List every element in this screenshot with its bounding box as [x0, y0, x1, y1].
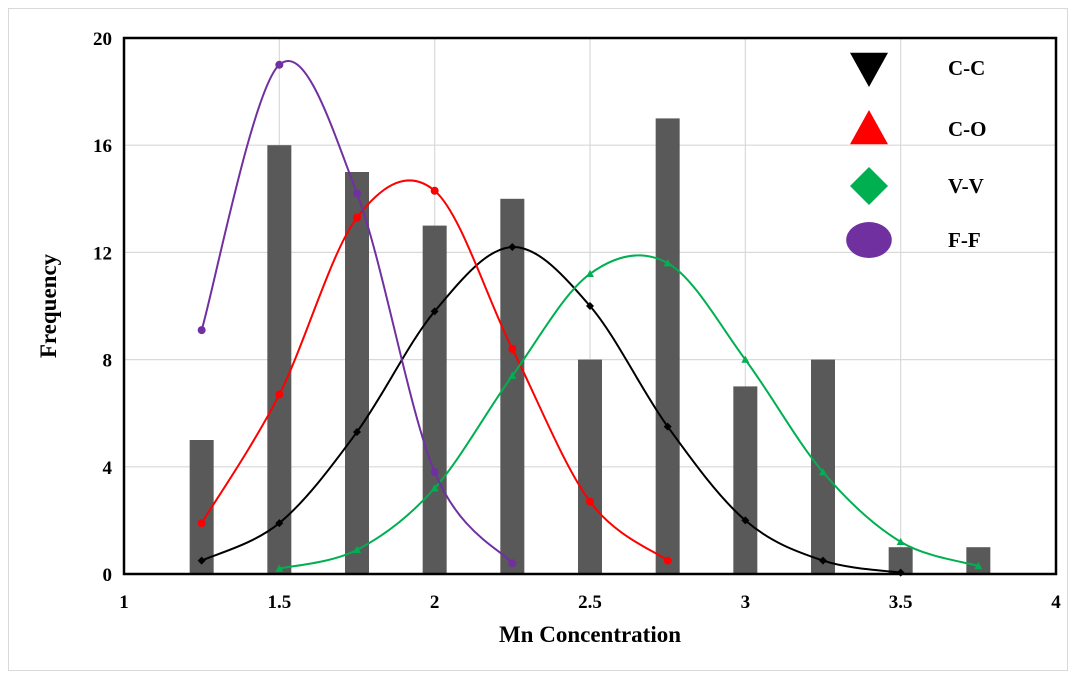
x-tick-label: 4	[1051, 592, 1061, 613]
plot-area-border	[122, 36, 1058, 576]
y-tick-label: 4	[103, 458, 113, 479]
data-point-c-c	[275, 519, 284, 528]
data-point-v-v	[741, 355, 750, 363]
data-point-c-o	[586, 497, 594, 506]
frequency-bar	[966, 547, 991, 574]
data-point-f-f	[430, 468, 439, 477]
data-point-v-v	[896, 537, 905, 546]
frequency-bar	[811, 359, 835, 574]
data-point-f-f	[508, 559, 517, 568]
bars	[189, 118, 991, 575]
data-point-c-c	[197, 556, 206, 565]
legend-label-f-f: F-F	[948, 228, 981, 252]
frequency-bar	[733, 386, 758, 574]
x-tick-label: 2	[430, 592, 440, 613]
y-axis-label: Frequency	[36, 253, 61, 358]
frequency-bar	[189, 440, 214, 574]
data-point-v-v	[353, 545, 361, 554]
x-tick-label: 3.5	[889, 592, 913, 613]
legend-marker-c-o	[850, 110, 888, 145]
data-point-c-c	[508, 243, 517, 252]
series-line-c-c	[201, 246, 901, 574]
legend-label-c-o: C-O	[948, 117, 987, 141]
tick-labels: 0 4 8 12 16 20 1 1.5 2 2.5 3 3.5 4	[93, 29, 1061, 613]
frequency-bar	[578, 359, 602, 574]
data-point-v-v	[663, 259, 672, 267]
x-tick-label: 3	[741, 592, 751, 613]
series-line-v-v	[279, 254, 979, 570]
frequency-bar	[267, 145, 292, 574]
y-tick-label: 16	[93, 136, 112, 157]
frequency-bar	[655, 118, 680, 575]
y-tick-label: 8	[103, 351, 113, 372]
y-tick-label: 20	[93, 29, 112, 50]
frequency-bar	[345, 172, 369, 574]
data-point-c-o	[430, 186, 439, 195]
data-point-v-v	[275, 564, 284, 572]
data-point-v-v	[819, 468, 827, 476]
data-point-c-c	[819, 556, 827, 565]
data-point-c-c	[586, 302, 594, 310]
data-point-c-c	[663, 422, 672, 431]
data-point-f-f	[197, 326, 206, 335]
data-point-c-o	[275, 390, 284, 399]
data-point-v-v	[508, 371, 517, 379]
legend-marker-c-c	[850, 52, 888, 87]
series-lines	[197, 60, 983, 577]
legend-marker-v-v	[850, 167, 888, 205]
data-point-c-o	[353, 213, 361, 222]
x-tick-label: 2.5	[578, 592, 602, 613]
x-axis-label: Mn Concentration	[499, 622, 681, 647]
data-point-c-o	[197, 519, 206, 528]
data-point-v-v	[974, 561, 983, 570]
data-point-c-o	[663, 556, 672, 565]
data-point-c-o	[508, 344, 517, 353]
data-point-v-v	[586, 269, 594, 278]
data-point-f-f	[275, 60, 284, 69]
legend-marker-f-f	[846, 221, 892, 259]
legend-label-v-v: V-V	[948, 174, 984, 198]
y-tick-label: 12	[93, 243, 112, 264]
x-tick-label: 1.5	[267, 592, 291, 613]
data-point-c-c	[430, 307, 439, 316]
legend-label-c-c: C-C	[948, 56, 985, 80]
data-point-c-c	[741, 516, 750, 525]
legend: C-C C-O V-V F-F	[846, 52, 987, 259]
x-tick-label: 1	[119, 592, 129, 613]
data-point-f-f	[353, 189, 361, 198]
data-point-v-v	[430, 484, 439, 492]
y-tick-label: 0	[103, 565, 113, 586]
data-point-c-c	[353, 427, 361, 436]
frequency-bar	[422, 225, 447, 574]
